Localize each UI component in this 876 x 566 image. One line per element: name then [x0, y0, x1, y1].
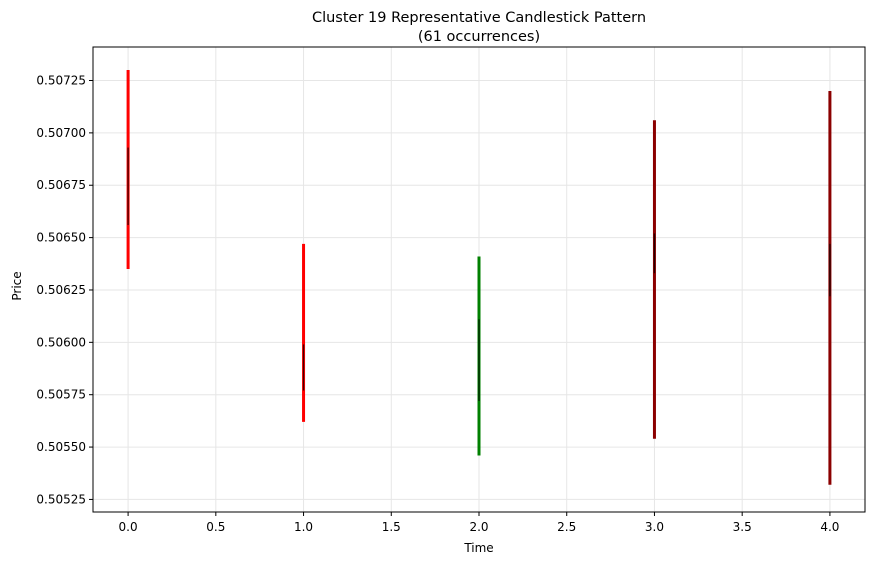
x-tick-label: 1.5 — [382, 520, 401, 534]
x-tick-label: 0.5 — [206, 520, 225, 534]
x-tick-label: 0.0 — [119, 520, 138, 534]
x-axis-label: Time — [463, 541, 493, 555]
y-tick-label: 0.50650 — [36, 231, 86, 245]
chart-subtitle: (61 occurrences) — [418, 29, 540, 45]
x-tick-label: 3.0 — [645, 520, 664, 534]
x-axis: 0.0 0.5 1.0 1.5 2.0 2.5 3.0 3.5 4.0 — [119, 512, 839, 534]
y-tick-label: 0.50600 — [36, 335, 86, 349]
y-tick-label: 0.50675 — [36, 178, 86, 192]
y-tick-label: 0.50700 — [36, 126, 86, 140]
x-tick-label: 1.0 — [294, 520, 313, 534]
x-tick-label: 4.0 — [820, 520, 839, 534]
y-axis: 0.50525 0.50550 0.50575 0.50600 0.50625 0.506… — [36, 74, 93, 506]
y-axis-label: Price — [10, 271, 24, 300]
x-tick-label: 2.0 — [469, 520, 488, 534]
y-tick-label: 0.50550 — [36, 440, 86, 454]
candles — [126, 70, 832, 485]
y-tick-label: 0.50625 — [36, 283, 86, 297]
y-tick-label: 0.50525 — [36, 492, 86, 506]
chart-title: Cluster 19 Representative Candlestick Pa… — [312, 10, 646, 26]
x-tick-label: 3.5 — [733, 520, 752, 534]
x-tick-label: 2.5 — [557, 520, 576, 534]
y-tick-label: 0.50575 — [36, 388, 86, 402]
y-tick-label: 0.50725 — [36, 74, 86, 88]
